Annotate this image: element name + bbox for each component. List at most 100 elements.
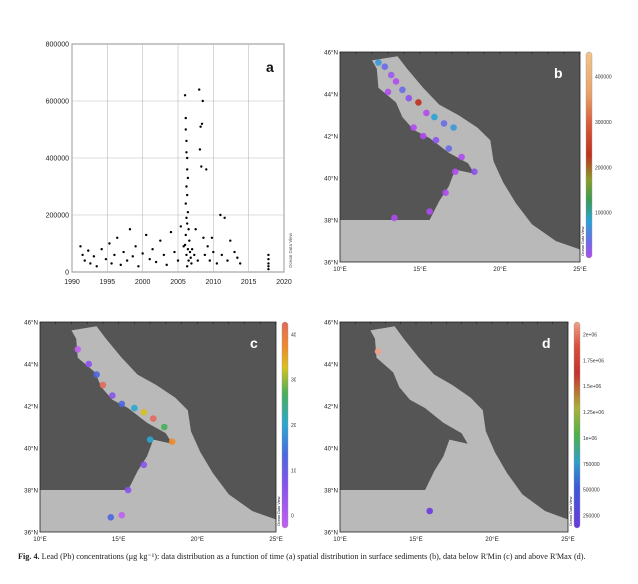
watermark-label: Ocean Data View <box>277 496 281 526</box>
colorbar-tick-label: 400000 <box>595 75 612 81</box>
lon-label: 10°E <box>333 536 346 542</box>
lon-label: 25°E <box>561 536 574 542</box>
lat-label: 38°N <box>324 488 338 495</box>
data-point <box>199 125 202 128</box>
colorbar-tick-label: 0 <box>291 514 294 520</box>
sample-point <box>410 124 417 131</box>
data-point <box>208 259 211 262</box>
sample-point <box>375 59 382 66</box>
lat-label: 44°N <box>324 362 338 369</box>
data-point <box>145 233 148 237</box>
data-point <box>122 250 125 254</box>
data-point <box>95 265 98 268</box>
data-point <box>190 262 193 265</box>
sample-point <box>107 514 115 521</box>
sample-point <box>442 189 449 196</box>
colorbar-tick-label: 1000 <box>291 468 296 474</box>
data-point <box>185 185 188 188</box>
x-tick-label: 2015 <box>241 279 257 286</box>
sample-point <box>471 168 478 175</box>
data-point <box>205 168 208 171</box>
colorbar <box>281 321 289 529</box>
x-tick-label: 2005 <box>170 279 186 286</box>
data-point <box>183 94 187 97</box>
lat-label: 46°N <box>24 320 38 327</box>
panel-letter: b <box>554 65 563 81</box>
data-point <box>196 259 199 262</box>
x-tick-label: 1995 <box>100 279 116 286</box>
lat-label: 46°N <box>324 50 338 57</box>
caption-text: Lead (Pb) concentrations (μg kg⁻¹): data… <box>41 552 586 561</box>
sample-point <box>399 86 406 94</box>
data-point <box>198 148 202 151</box>
data-point <box>134 245 137 248</box>
data-point <box>201 99 204 103</box>
colorbar <box>585 51 593 259</box>
data-point <box>220 253 224 257</box>
x-tick-label: 1990 <box>64 279 80 286</box>
colorbar-tick-label: 2e+06 <box>583 332 597 338</box>
colorbar-tick-label: 1.25e+06 <box>583 410 604 416</box>
data-point <box>179 225 183 228</box>
colorbar-tick-label: 300000 <box>595 120 612 126</box>
panel-letter: d <box>542 335 551 351</box>
y-tick-label: 0 <box>65 270 69 277</box>
sample-point <box>451 168 459 175</box>
colorbar-tick-label: 1.5e+06 <box>583 384 601 390</box>
data-point <box>193 253 196 257</box>
map-frame <box>339 51 581 263</box>
sample-point <box>405 94 413 102</box>
panel-letter: c <box>250 335 258 351</box>
data-point <box>267 267 270 271</box>
lat-label: 40°N <box>324 446 338 453</box>
lat-label: 36°N <box>324 530 338 537</box>
data-point <box>189 256 192 259</box>
data-point <box>131 255 134 258</box>
sample-point <box>391 214 398 222</box>
sample-point <box>140 461 148 469</box>
colorbar-tick-label: 250000 <box>583 514 600 520</box>
x-tick-label: 2020 <box>276 279 292 286</box>
lat-label: 36°N <box>24 530 38 537</box>
data-point <box>233 250 236 254</box>
sample-point <box>381 63 389 70</box>
lat-label: 46°N <box>324 320 338 327</box>
lon-label: 20°E <box>485 536 498 542</box>
sample-point <box>99 381 107 389</box>
sample-point <box>85 360 93 368</box>
lat-label: 40°N <box>324 176 338 183</box>
lon-label: 20°E <box>191 536 204 542</box>
sample-point <box>423 109 430 117</box>
lon-label: 10°E <box>333 266 346 273</box>
sample-point <box>160 423 168 431</box>
data-point <box>116 236 119 239</box>
data-point <box>223 216 226 220</box>
colorbar <box>573 321 581 529</box>
data-point <box>113 253 116 257</box>
watermark-label: Ocean Data View <box>569 496 573 526</box>
data-point <box>186 210 190 214</box>
data-point <box>200 165 203 168</box>
y-tick-label: 600000 <box>46 99 69 106</box>
colorbar-tick-label: 2000 <box>291 423 296 429</box>
data-point <box>165 263 168 267</box>
data-point <box>198 88 201 91</box>
panel-letter: a <box>266 59 274 75</box>
data-point <box>185 139 188 143</box>
data-point <box>184 128 187 131</box>
colorbar-tick-label: 1e+06 <box>583 436 597 442</box>
data-point <box>188 239 191 242</box>
data-point <box>219 213 222 217</box>
sample-point <box>74 346 82 353</box>
data-point <box>128 228 132 231</box>
sample-point <box>450 124 457 131</box>
data-point <box>185 151 188 154</box>
sample-point <box>445 145 453 152</box>
data-point <box>104 257 108 261</box>
panel-b-map: 46°N 44°N 42°N 40°N 38°N 36°N 10°E 15°E 20°E 25°E… <box>318 48 614 280</box>
data-point <box>92 255 96 258</box>
data-point <box>229 239 232 242</box>
data-point <box>210 236 214 239</box>
sample-point <box>140 409 148 416</box>
x-tick-label: 2010 <box>206 279 222 286</box>
